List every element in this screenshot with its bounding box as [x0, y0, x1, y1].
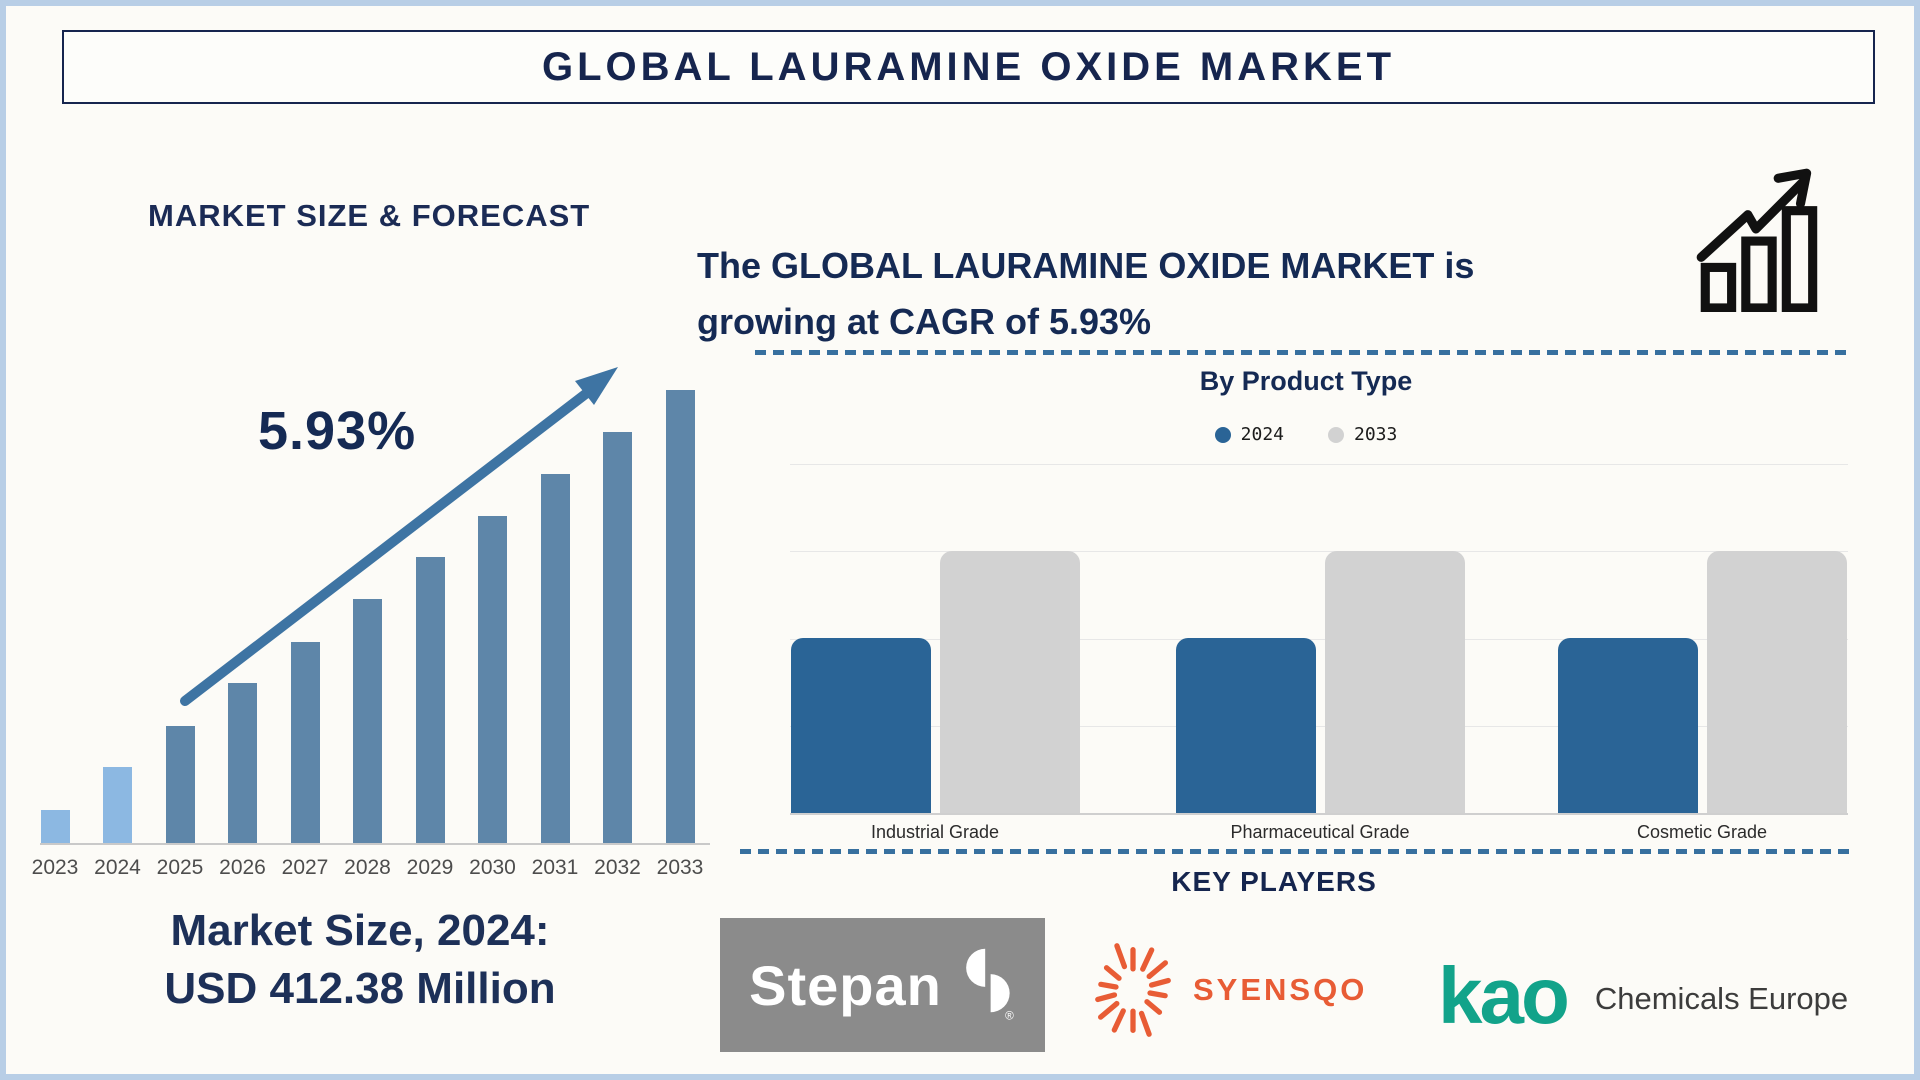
product-category-label: Industrial Grade — [870, 822, 1000, 842]
forecast-bar-2032 — [603, 432, 632, 843]
forecast-year-label: 2026 — [219, 856, 266, 879]
forecast-year-label: 2028 — [344, 856, 391, 879]
market-size-caption-line2: USD 412.38 Million — [164, 964, 556, 1014]
forecast-bar-2025 — [165, 726, 195, 843]
forecast-bar-2033 — [665, 390, 695, 843]
product-chart-gridline — [790, 639, 1848, 640]
product-chart-gridline — [790, 726, 1848, 727]
forecast-bar-2024 — [103, 767, 132, 843]
product-category-label: Pharmaceutical Grade — [1230, 822, 1410, 842]
market-size-forecast-heading: MARKET SIZE & FORECAST — [148, 198, 591, 233]
forecast-bar-2023 — [40, 810, 70, 843]
forecast-year-label: 2023 — [31, 856, 79, 879]
legend-dot-2024 — [1214, 426, 1231, 443]
forecast-bar-2031 — [540, 474, 570, 843]
legend-label-2033: 2033 — [1354, 424, 1398, 445]
syensqo-logo-text: SYENSQO — [1193, 972, 1368, 1007]
growth-chart-icon — [1696, 168, 1818, 312]
growth-headline: The GLOBAL LAURAMINE OXIDE MARKET is gro… — [697, 238, 1597, 350]
product-type-chart-title: By Product Type — [1199, 366, 1413, 396]
syensqo-logo: SYENSQO — [1085, 935, 1405, 1045]
forecast-bar-2026 — [228, 683, 257, 843]
kao-logo-text: kao — [1438, 951, 1570, 1040]
product-chart: Industrial Grade Pharmaceutical Grade Cosm… — [790, 464, 1848, 842]
legend-dot-2033 — [1328, 426, 1344, 443]
stepan-logo-text: Stepan — [749, 953, 942, 1017]
forecast-year-label: 2033 — [656, 856, 704, 879]
product-chart-gridline — [790, 551, 1848, 552]
forecast-year-label: 2029 — [406, 856, 454, 879]
stepan-reg-mark: ® — [1005, 1009, 1014, 1022]
legend-item-2024: 2024 — [1214, 424, 1284, 445]
market-size-caption-line1: Market Size, 2024: — [170, 906, 550, 955]
forecast-bar-2030 — [478, 516, 507, 843]
product-chart-gridline — [790, 464, 1848, 465]
syensqo-starburst-icon — [1095, 943, 1171, 1037]
product-bar-2033-cosmetic-grade — [1707, 551, 1847, 813]
forecast-bar-chart — [40, 380, 710, 845]
cagr-value-label: 5.93% — [258, 401, 417, 461]
forecast-year-label: 2031 — [531, 856, 579, 879]
page-title-box: GLOBAL LAURAMINE OXIDE MARKET — [62, 30, 1875, 104]
forecast-year-labels: 2023 2024 2025 2026 2027 2028 2029 2030 2031 2032… — [32, 856, 730, 884]
kao-logo: kao Chemicals Europe — [1438, 944, 1878, 1048]
stepan-logo: Stepan ® — [720, 918, 1045, 1052]
legend-item-2033: 2033 — [1328, 424, 1397, 445]
forecast-year-label: 2032 — [594, 856, 641, 879]
forecast-bar-2028 — [353, 599, 382, 843]
forecast-year-label: 2025 — [156, 856, 204, 879]
forecast-year-label: 2027 — [281, 856, 329, 879]
dashed-separator-bottom — [740, 849, 1856, 854]
product-bar-2033-industrial-grade — [940, 551, 1080, 813]
key-players-heading: KEY PLAYERS — [1171, 866, 1377, 897]
product-bar-2024-industrial-grade — [791, 638, 931, 813]
page-title: GLOBAL LAURAMINE OXIDE MARKET — [541, 44, 1396, 89]
stepan-s-icon: ® — [966, 948, 1014, 1022]
product-chart-baseline — [790, 813, 1848, 815]
product-category-label: Cosmetic Grade — [1636, 822, 1768, 842]
trend-arrow-icon — [180, 367, 618, 706]
legend-label-2024: 2024 — [1240, 424, 1284, 445]
forecast-year-label: 2024 — [94, 856, 141, 879]
forecast-bar-2029 — [415, 557, 445, 843]
product-chart-legend: 2024 2033 — [1056, 424, 1556, 445]
product-bar-2033-pharmaceutical-grade — [1325, 551, 1465, 813]
product-bar-2024-pharmaceutical-grade — [1176, 638, 1316, 813]
forecast-year-label: 2030 — [469, 856, 516, 879]
growth-headline-line2: growing at CAGR of 5.93% — [697, 300, 1152, 342]
market-size-caption: Market Size, 2024: USD 412.38 Million — [50, 902, 670, 1018]
forecast-bar-2027 — [290, 642, 320, 843]
product-bar-2024-cosmetic-grade — [1558, 638, 1698, 813]
kao-logo-subtext: Chemicals Europe — [1594, 981, 1849, 1016]
growth-headline-line1: The GLOBAL LAURAMINE OXIDE MARKET is — [697, 245, 1475, 286]
dashed-separator-top — [755, 350, 1853, 355]
